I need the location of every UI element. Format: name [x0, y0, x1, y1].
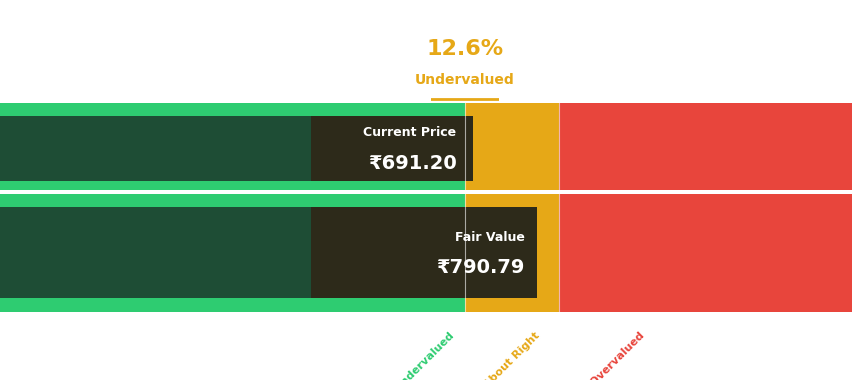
Bar	[558, 103, 852, 116]
Bar	[0, 194, 464, 207]
Bar	[0, 207, 464, 298]
Bar	[464, 180, 558, 190]
Bar	[558, 194, 852, 207]
Bar	[0, 298, 464, 312]
Bar	[0, 116, 464, 180]
Text: ₹790.79: ₹790.79	[435, 258, 524, 277]
Bar	[0, 180, 464, 190]
Bar	[558, 116, 852, 180]
Bar	[464, 116, 558, 180]
Bar	[464, 103, 558, 116]
Bar	[558, 207, 852, 298]
Text: 12.6%: 12.6%	[426, 40, 503, 59]
Text: 20% Undervalued: 20% Undervalued	[371, 331, 456, 380]
Bar	[558, 298, 852, 312]
Text: About Right: About Right	[481, 331, 541, 380]
Bar	[0, 103, 464, 116]
Text: 20% Overvalued: 20% Overvalued	[567, 331, 646, 380]
Bar	[464, 298, 558, 312]
Text: Current Price: Current Price	[363, 127, 456, 139]
Bar	[464, 207, 558, 298]
Bar	[464, 194, 558, 207]
Bar	[558, 180, 852, 190]
Text: Fair Value: Fair Value	[454, 231, 524, 244]
Text: Undervalued: Undervalued	[415, 73, 514, 87]
Text: ₹691.20: ₹691.20	[367, 154, 456, 173]
